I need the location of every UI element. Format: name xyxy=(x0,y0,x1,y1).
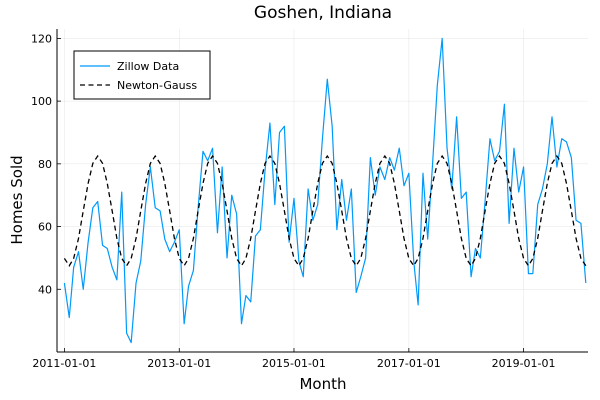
y-tick-label: 80 xyxy=(38,158,52,171)
y-tick-label: 120 xyxy=(31,32,52,45)
x-tick-label: 2013-01-01 xyxy=(147,357,211,370)
series-line-zillow-data xyxy=(63,37,587,344)
tick-labels: 40 60 80 100 120 2011-01-01 2013-01-01 2015-01-… xyxy=(31,32,556,370)
x-tick-label: 2019-01-01 xyxy=(492,357,556,370)
legend-label-newton-gauss: Newton-Gauss xyxy=(117,79,197,92)
legend-box xyxy=(73,50,211,100)
legend: Zillow Data Newton-Gauss xyxy=(73,50,211,100)
y-axis-label: Homes Sold xyxy=(8,155,26,244)
x-axis-label: Month xyxy=(299,375,346,393)
x-tick-label: 2017-01-01 xyxy=(377,357,441,370)
y-tick-label: 60 xyxy=(38,221,52,234)
y-tick-label: 100 xyxy=(31,95,52,108)
x-tick-label: 2015-01-01 xyxy=(262,357,326,370)
chart-title: Goshen, Indiana xyxy=(254,3,392,23)
series-lines xyxy=(63,37,587,344)
x-tick-label: 2011-01-01 xyxy=(32,357,96,370)
axes xyxy=(56,29,588,353)
y-tick-label: 40 xyxy=(38,283,52,296)
legend-label-zillow-data: Zillow Data xyxy=(117,60,179,73)
